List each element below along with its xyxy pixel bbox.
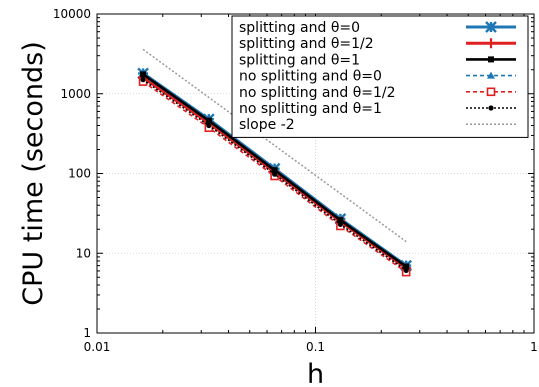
series-2: [140, 71, 410, 270]
data-point: [140, 71, 147, 78]
x-tick-label: 0.01: [84, 340, 111, 354]
y-tick-label: 10000: [53, 7, 91, 21]
axis-ticks: 0.01 0.1 1 1 10 100 1000 10000: [53, 7, 538, 354]
legend-label: no splitting and θ=0: [239, 69, 382, 85]
legend-label: no splitting and θ=1/2: [239, 85, 396, 101]
data-point: [271, 167, 278, 174]
data-point: [485, 21, 497, 33]
data-point: [140, 77, 146, 83]
data-point: [403, 263, 410, 270]
data-point: [486, 87, 496, 97]
x-axis-title: h: [307, 359, 324, 387]
legend-label: splitting and θ=0: [239, 20, 360, 36]
data-point: [205, 117, 212, 124]
y-tick-label: 1000: [60, 87, 91, 101]
data-point: [487, 71, 495, 79]
legend-label: slope -2: [239, 117, 295, 133]
data-point: [486, 38, 496, 49]
legend-box: [231, 15, 529, 138]
y-tick-label: 100: [68, 167, 91, 181]
series-layer: [137, 67, 413, 277]
y-axis-title: CPU time (seconds): [18, 41, 49, 306]
data-point: [337, 217, 344, 224]
y-tick-label: 10: [76, 246, 91, 260]
x-tick-label: 1: [530, 340, 538, 354]
legend-label: splitting and θ=1: [239, 52, 360, 68]
data-point: [488, 56, 494, 63]
legend-label: splitting and θ=1/2: [239, 36, 374, 52]
y-tick-label: 1: [83, 326, 91, 340]
data-point: [206, 122, 212, 129]
x-tick-label: 0.1: [306, 340, 325, 354]
legend-label: no splitting and θ=1: [239, 101, 382, 117]
data-point: [488, 105, 494, 111]
